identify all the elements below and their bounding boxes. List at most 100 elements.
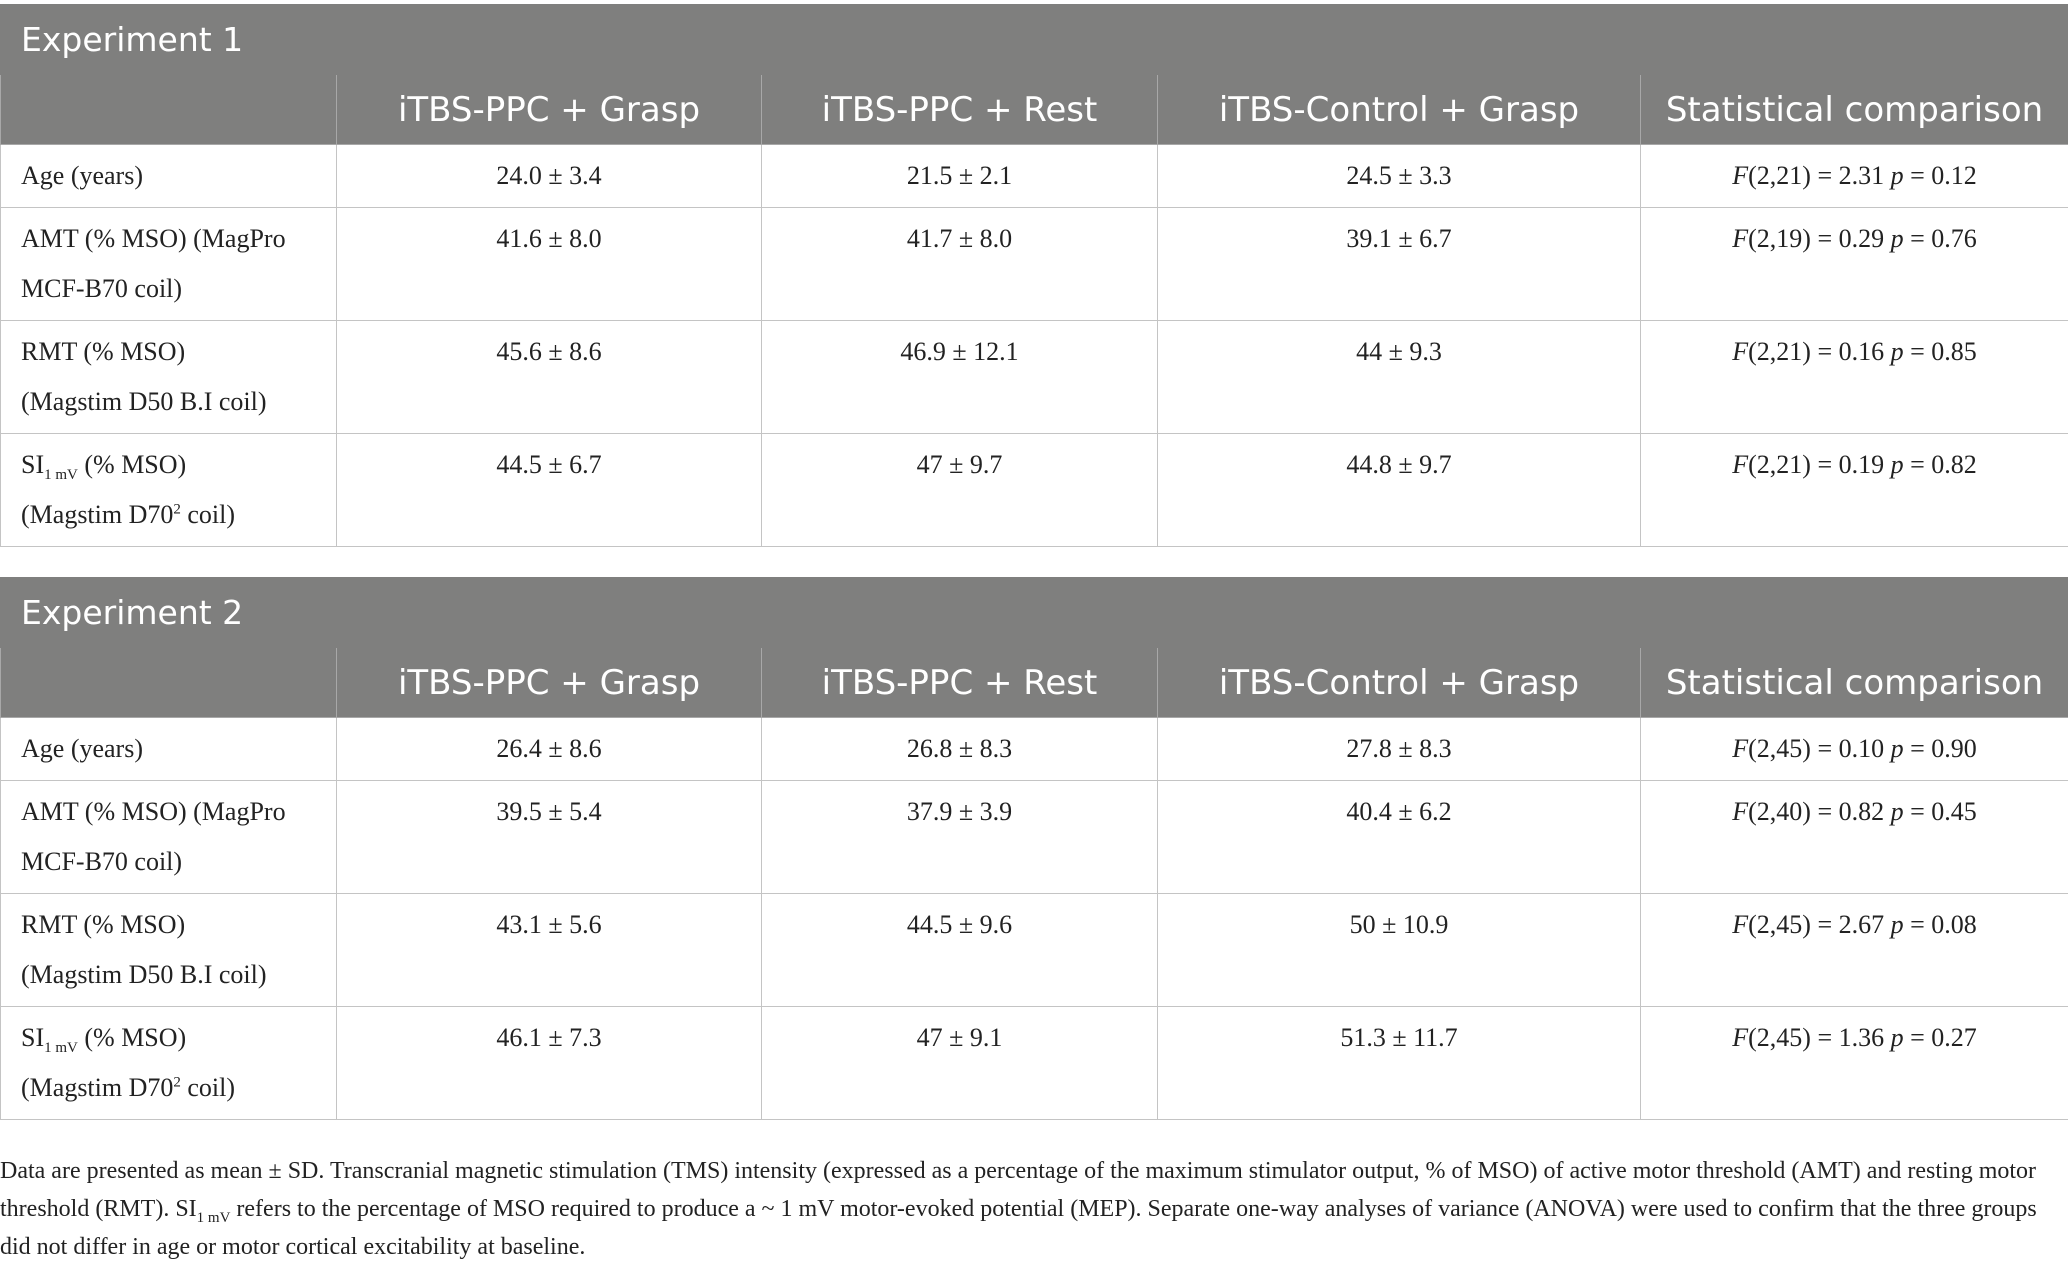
row-label: RMT (% MSO) (Magstim D50 B.I coil) [0,893,337,1007]
text-segment: MCF-B70 coil) [21,274,183,303]
text-segment: p [1890,337,1904,366]
label-line: (Magstim D702 coil) [21,490,316,540]
body-row: AMT (% MSO) (MagPro MCF-B70 coil) 41.6 ± 8… [0,207,2068,321]
text-segment: p [1890,910,1904,939]
value-cell: 26.8 ± 8.3 [761,717,1158,781]
text-segment: F [1732,734,1749,763]
text-segment: p [1890,797,1904,826]
stat-cell: F(2,21) = 0.19 p = 0.82 [1639,433,2068,547]
text-segment: p [1890,450,1904,479]
text-segment: p [1890,224,1904,253]
value-cell: 50 ± 10.9 [1157,893,1641,1007]
text-segment: F [1732,910,1749,939]
body-row: RMT (% MSO) (Magstim D50 B.I coil) 43.1 ± … [0,893,2068,1007]
table-title: Experiment 2 [0,577,2068,648]
row-label: Age (years) [0,144,337,208]
text-segment: 2 [173,501,181,518]
value-cell: 47 ± 9.1 [761,1006,1158,1120]
text-segment: 1 mV [44,467,78,484]
value-cell: 43.1 ± 5.6 [336,893,762,1007]
label-line: Age (years) [21,724,316,774]
text-segment: AMT (% MSO) (MagPro [21,224,286,253]
text-segment: = 0.27 [1903,1023,1977,1052]
stat-cell: F(2,45) = 0.10 p = 0.90 [1639,717,2068,781]
header-cell: iTBS-Control + Grasp [1157,74,1641,145]
text-segment: = 0.76 [1903,224,1977,253]
text-segment: coil) [180,500,236,529]
text-segment: (Magstim D50 B.I coil) [21,960,267,989]
label-line: MCF-B70 coil) [21,264,316,314]
text-segment: = 0.85 [1903,337,1977,366]
stat-cell: F(2,21) = 0.16 p = 0.85 [1639,320,2068,434]
label-line: SI1 mV (% MSO) [21,440,316,490]
value-cell: 39.1 ± 6.7 [1157,207,1641,321]
text-segment: (Magstim D70 [21,500,174,529]
text-segment: 1 mV [44,1040,78,1057]
label-line: AMT (% MSO) (MagPro [21,787,316,837]
header-cell: iTBS-PPC + Grasp [336,74,762,145]
text-segment: F [1732,224,1749,253]
stat-cell: F(2,21) = 2.31 p = 0.12 [1639,144,2068,208]
text-segment: F [1732,1023,1749,1052]
title-row: Experiment 2 [0,577,2068,648]
label-line: RMT (% MSO) [21,327,316,377]
text-segment: SI [21,1023,45,1052]
header-row: iTBS-PPC + Grasp iTBS-PPC + Rest iTBS-Cont… [0,74,2068,145]
value-cell: 45.6 ± 8.6 [336,320,762,434]
row-label: SI1 mV (% MSO) (Magstim D702 coil) [0,1006,337,1120]
text-segment: (% MSO) [77,450,187,479]
footnote: Data are presented as mean ± SD. Transcr… [0,1152,2060,1266]
text-segment: (2,21) = 0.19 [1748,450,1891,479]
value-cell: 39.5 ± 5.4 [336,780,762,894]
value-cell: 21.5 ± 2.1 [761,144,1158,208]
value-cell: 44.5 ± 6.7 [336,433,762,547]
header-cell: iTBS-Control + Grasp [1157,647,1641,718]
text-segment: SI [21,450,45,479]
value-cell: 44.5 ± 9.6 [761,893,1158,1007]
data-table: Experiment 2 iTBS-PPC + Grasp iTBS-PPC + R… [0,577,2068,1120]
value-cell: 44.8 ± 9.7 [1157,433,1641,547]
value-cell: 41.7 ± 8.0 [761,207,1158,321]
header-row: iTBS-PPC + Grasp iTBS-PPC + Rest iTBS-Cont… [0,647,2068,718]
text-segment: F [1732,161,1749,190]
header-cell: Statistical comparison [1639,74,2068,145]
label-line: (Magstim D702 coil) [21,1063,316,1113]
body-row: RMT (% MSO) (Magstim D50 B.I coil) 45.6 ± … [0,320,2068,434]
row-label: SI1 mV (% MSO) (Magstim D702 coil) [0,433,337,547]
text-segment: = 0.90 [1903,734,1977,763]
header-cell: iTBS-PPC + Rest [761,74,1158,145]
row-label: AMT (% MSO) (MagPro MCF-B70 coil) [0,780,337,894]
label-line: MCF-B70 coil) [21,837,316,887]
row-label: RMT (% MSO) (Magstim D50 B.I coil) [0,320,337,434]
label-line: SI1 mV (% MSO) [21,1013,316,1063]
text-segment: AMT (% MSO) (MagPro [21,797,286,826]
text-segment: p [1890,734,1904,763]
text-segment: 1 mV [196,1209,231,1226]
text-segment: coil) [180,1073,236,1102]
value-cell: 37.9 ± 3.9 [761,780,1158,894]
text-segment: (2,45) = 1.36 [1748,1023,1891,1052]
header-cell: iTBS-PPC + Grasp [336,647,762,718]
text-segment: refers to the percentage of MSO required… [0,1196,2037,1260]
text-segment: Age (years) [21,734,143,763]
text-segment: F [1732,450,1749,479]
data-table: Experiment 1 iTBS-PPC + Grasp iTBS-PPC + R… [0,4,2068,547]
header-cell [0,647,337,718]
text-segment: (2,21) = 0.16 [1748,337,1891,366]
value-cell: 44 ± 9.3 [1157,320,1641,434]
value-cell: 24.5 ± 3.3 [1157,144,1641,208]
label-line: AMT (% MSO) (MagPro [21,214,316,264]
text-segment: = 0.12 [1903,161,1977,190]
text-segment: RMT (% MSO) [21,910,186,939]
stat-cell: F(2,19) = 0.29 p = 0.76 [1639,207,2068,321]
text-segment: = 0.82 [1903,450,1977,479]
value-cell: 26.4 ± 8.6 [336,717,762,781]
text-segment: (2,19) = 0.29 [1748,224,1891,253]
text-segment: Data are presented as mean ± SD. Transcr… [0,1158,2037,1222]
text-segment: (2,45) = 0.10 [1748,734,1891,763]
value-cell: 51.3 ± 11.7 [1157,1006,1641,1120]
text-segment: F [1732,797,1749,826]
row-label: Age (years) [0,717,337,781]
value-cell: 40.4 ± 6.2 [1157,780,1641,894]
title-row: Experiment 1 [0,4,2068,75]
